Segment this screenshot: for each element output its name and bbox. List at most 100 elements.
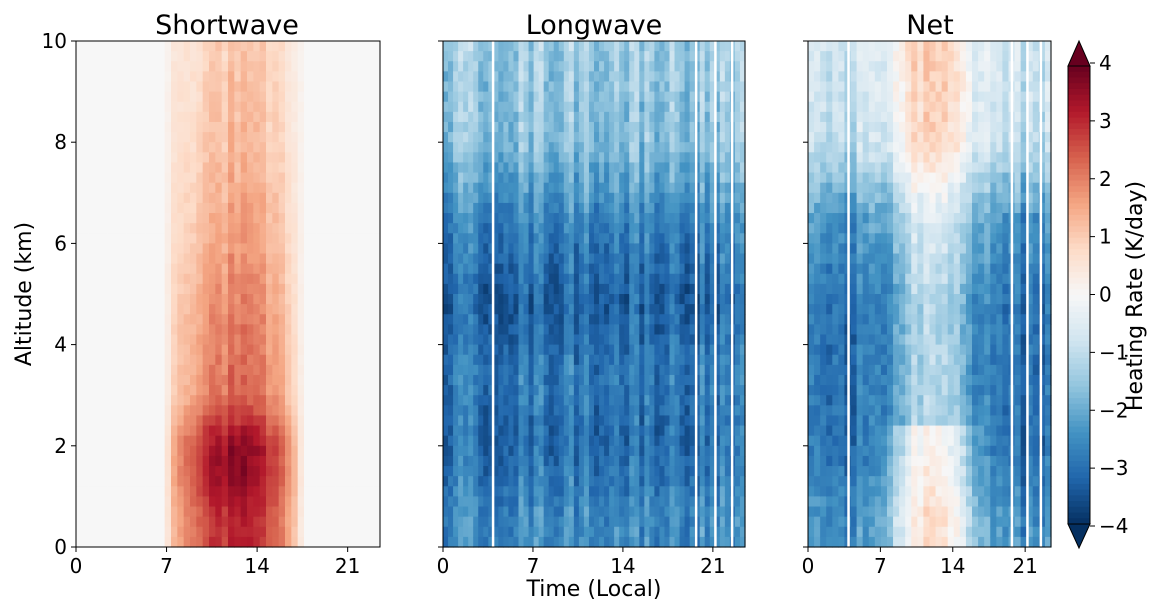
heatmap-cell — [634, 61, 640, 72]
heatmap-cell — [443, 223, 449, 234]
heatmap-cell — [493, 223, 499, 234]
heatmap-cell — [573, 415, 580, 427]
heatmap-cell — [488, 152, 494, 164]
heatmap-cell — [553, 223, 560, 234]
heatmap-cell — [272, 425, 280, 437]
heatmap-cell — [533, 213, 540, 224]
heatmap-cell — [458, 91, 464, 103]
heatmap-cell — [335, 162, 343, 174]
heatmap-cell — [171, 455, 178, 467]
heatmap-cell — [558, 71, 565, 83]
heatmap-cell — [488, 81, 494, 93]
heatmap-cell — [684, 162, 691, 174]
heatmap-cell — [634, 91, 640, 103]
heatmap-cell — [588, 253, 595, 265]
heatmap-cell — [158, 314, 166, 325]
heatmap-cell — [88, 294, 96, 305]
heatmap-cell — [518, 202, 525, 214]
heatmap-cell — [558, 455, 565, 467]
heatmap-cell — [448, 415, 454, 427]
heatmap-cell — [158, 435, 166, 447]
heatmap-cell — [538, 405, 545, 417]
heatmap-cell — [684, 121, 691, 133]
heatmap-cell — [158, 71, 166, 83]
heatmap-cell — [689, 496, 696, 508]
heatmap-cell — [639, 192, 645, 204]
heatmap-cell — [316, 405, 324, 417]
heatmap-cell — [221, 364, 229, 376]
heatmap-cell — [361, 71, 368, 83]
heatmap-cell — [498, 294, 504, 305]
heatmap-cell — [463, 354, 469, 366]
heatmap-cell — [183, 162, 191, 174]
heatmap-cell — [247, 213, 254, 224]
longwave-title: Longwave — [526, 10, 663, 41]
heatmap-cell — [588, 354, 595, 366]
heatmap-cell — [272, 435, 280, 447]
heatmap-cell — [158, 496, 166, 508]
heatmap-cell — [202, 111, 210, 123]
heatmap-cell — [247, 202, 254, 214]
heatmap-cell — [373, 415, 381, 427]
heatmap-cell — [361, 111, 368, 123]
heatmap-cell — [599, 243, 605, 255]
heatmap-cell — [604, 476, 610, 487]
heatmap-cell — [533, 476, 540, 487]
heatmap-cell — [533, 526, 540, 538]
heatmap-cell — [361, 476, 368, 487]
heatmap-cell — [196, 152, 204, 164]
heatmap-cell — [664, 486, 671, 497]
heatmap-cell — [573, 536, 580, 548]
heatmap-cell — [614, 324, 620, 336]
heatmap-cell — [107, 304, 115, 315]
heatmap-cell — [694, 425, 701, 437]
heatmap-cell — [573, 435, 580, 447]
heatmap-cell — [107, 51, 115, 62]
heatmap-cell — [158, 182, 166, 194]
heatmap-cell — [659, 233, 666, 244]
heatmap-cell — [543, 172, 550, 184]
heatmap-cell — [453, 364, 459, 376]
heatmap-cell — [654, 385, 661, 396]
heatmap-cell — [228, 213, 235, 224]
heatmap-cell — [674, 445, 681, 457]
heatmap-cell — [209, 142, 216, 153]
heatmap-cell — [76, 466, 83, 477]
heatmap-cell — [348, 395, 356, 406]
heatmap-cell — [669, 415, 676, 427]
heatmap-cell — [348, 445, 356, 457]
heatmap-cell — [609, 202, 615, 214]
heatmap-cell — [82, 172, 90, 184]
heatmap-cell — [518, 324, 525, 336]
heatmap-cell — [329, 121, 337, 133]
heatmap-cell — [468, 233, 474, 244]
heatmap-cell — [221, 496, 229, 508]
heatmap-cell — [478, 162, 484, 174]
heatmap-cell — [558, 172, 565, 184]
heatmap-cell — [523, 304, 530, 315]
heatmap-cell — [240, 455, 248, 467]
heatmap-cell — [533, 192, 540, 204]
heatmap-cell — [699, 71, 706, 83]
heatmap-cell — [247, 91, 254, 103]
heatmap-cell — [285, 536, 292, 548]
heatmap-cell — [558, 395, 565, 406]
heatmap-cell — [133, 192, 140, 204]
heatmap-cell — [508, 121, 515, 133]
heatmap-cell — [221, 91, 229, 103]
heatmap-cell — [553, 506, 560, 518]
heatmap-cell — [453, 314, 459, 325]
heatmap-cell — [209, 324, 216, 336]
heatmap-cell — [578, 283, 585, 295]
heatmap-cell — [114, 243, 121, 255]
heatmap-cell — [177, 536, 185, 548]
heatmap-cell — [573, 273, 580, 285]
heatmap-cell — [654, 172, 661, 184]
heatmap-cell — [342, 354, 349, 366]
heatmap-cell — [674, 536, 681, 548]
heatmap-cell — [624, 152, 630, 164]
heatmap-cell — [694, 41, 701, 52]
heatmap-cell — [221, 314, 229, 325]
heatmap-cell — [164, 192, 172, 204]
heatmap-cell — [88, 526, 96, 538]
